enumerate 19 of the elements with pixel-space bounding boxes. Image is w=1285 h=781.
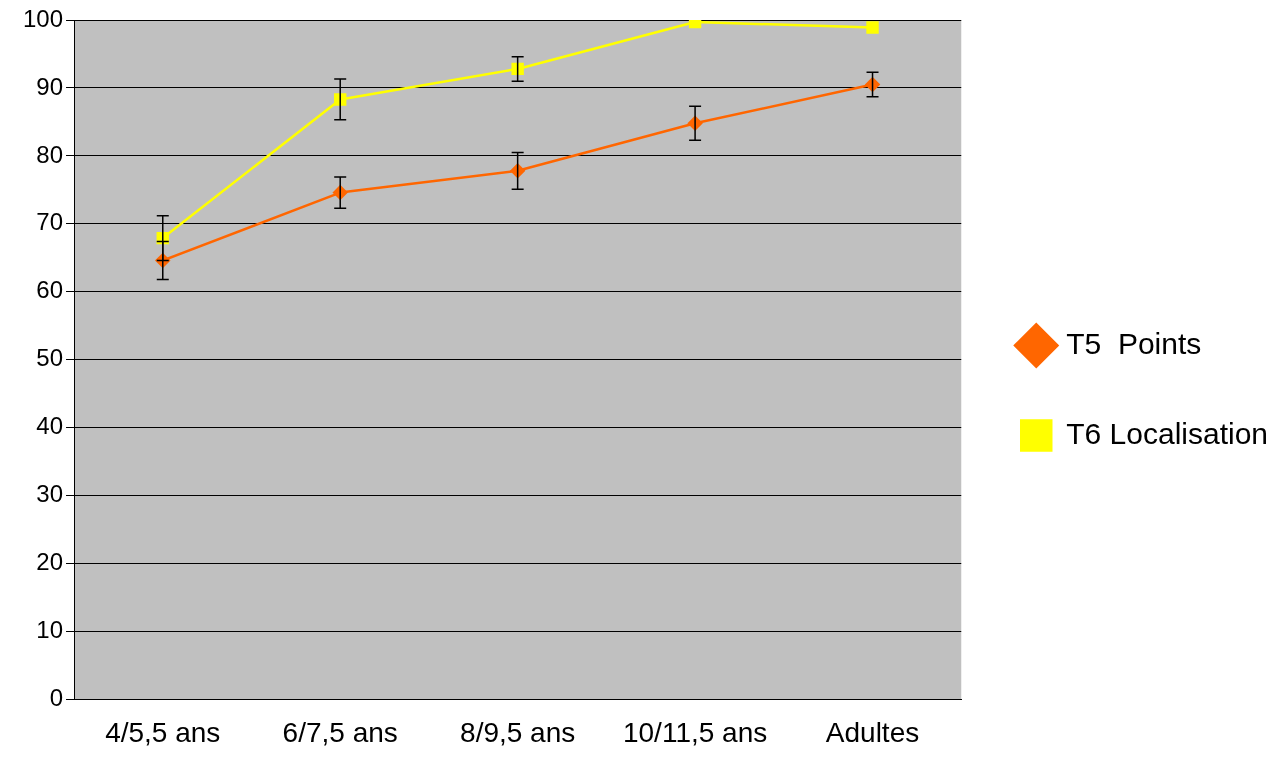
x-tick-label: Adultes bbox=[825, 716, 920, 748]
x-tick-label: 8/9,5 ans bbox=[460, 716, 576, 748]
y-tick-label: 50 bbox=[36, 344, 64, 372]
y-tick-label: 10 bbox=[36, 616, 64, 644]
legend-label: T6 Localisation bbox=[1066, 416, 1269, 450]
y-tick-label: 100 bbox=[23, 4, 64, 32]
y-tick-label: 0 bbox=[49, 684, 64, 712]
x-tick-label: 6/7,5 ans bbox=[282, 716, 398, 748]
y-tick-label: 70 bbox=[36, 208, 64, 236]
x-tick-label: 10/11,5 ans bbox=[622, 716, 768, 748]
y-tick-label: 30 bbox=[36, 480, 64, 508]
y-tick-label: 60 bbox=[36, 276, 64, 304]
x-tick-label: 4/5,5 ans bbox=[105, 716, 221, 748]
point bbox=[866, 21, 879, 34]
y-tick-label: 80 bbox=[36, 140, 64, 168]
legend-label: T5 Points bbox=[1066, 326, 1202, 360]
y-tick-label: 40 bbox=[36, 412, 64, 440]
y-tick-label: 90 bbox=[36, 72, 64, 100]
y-tick-label: 20 bbox=[36, 548, 64, 576]
